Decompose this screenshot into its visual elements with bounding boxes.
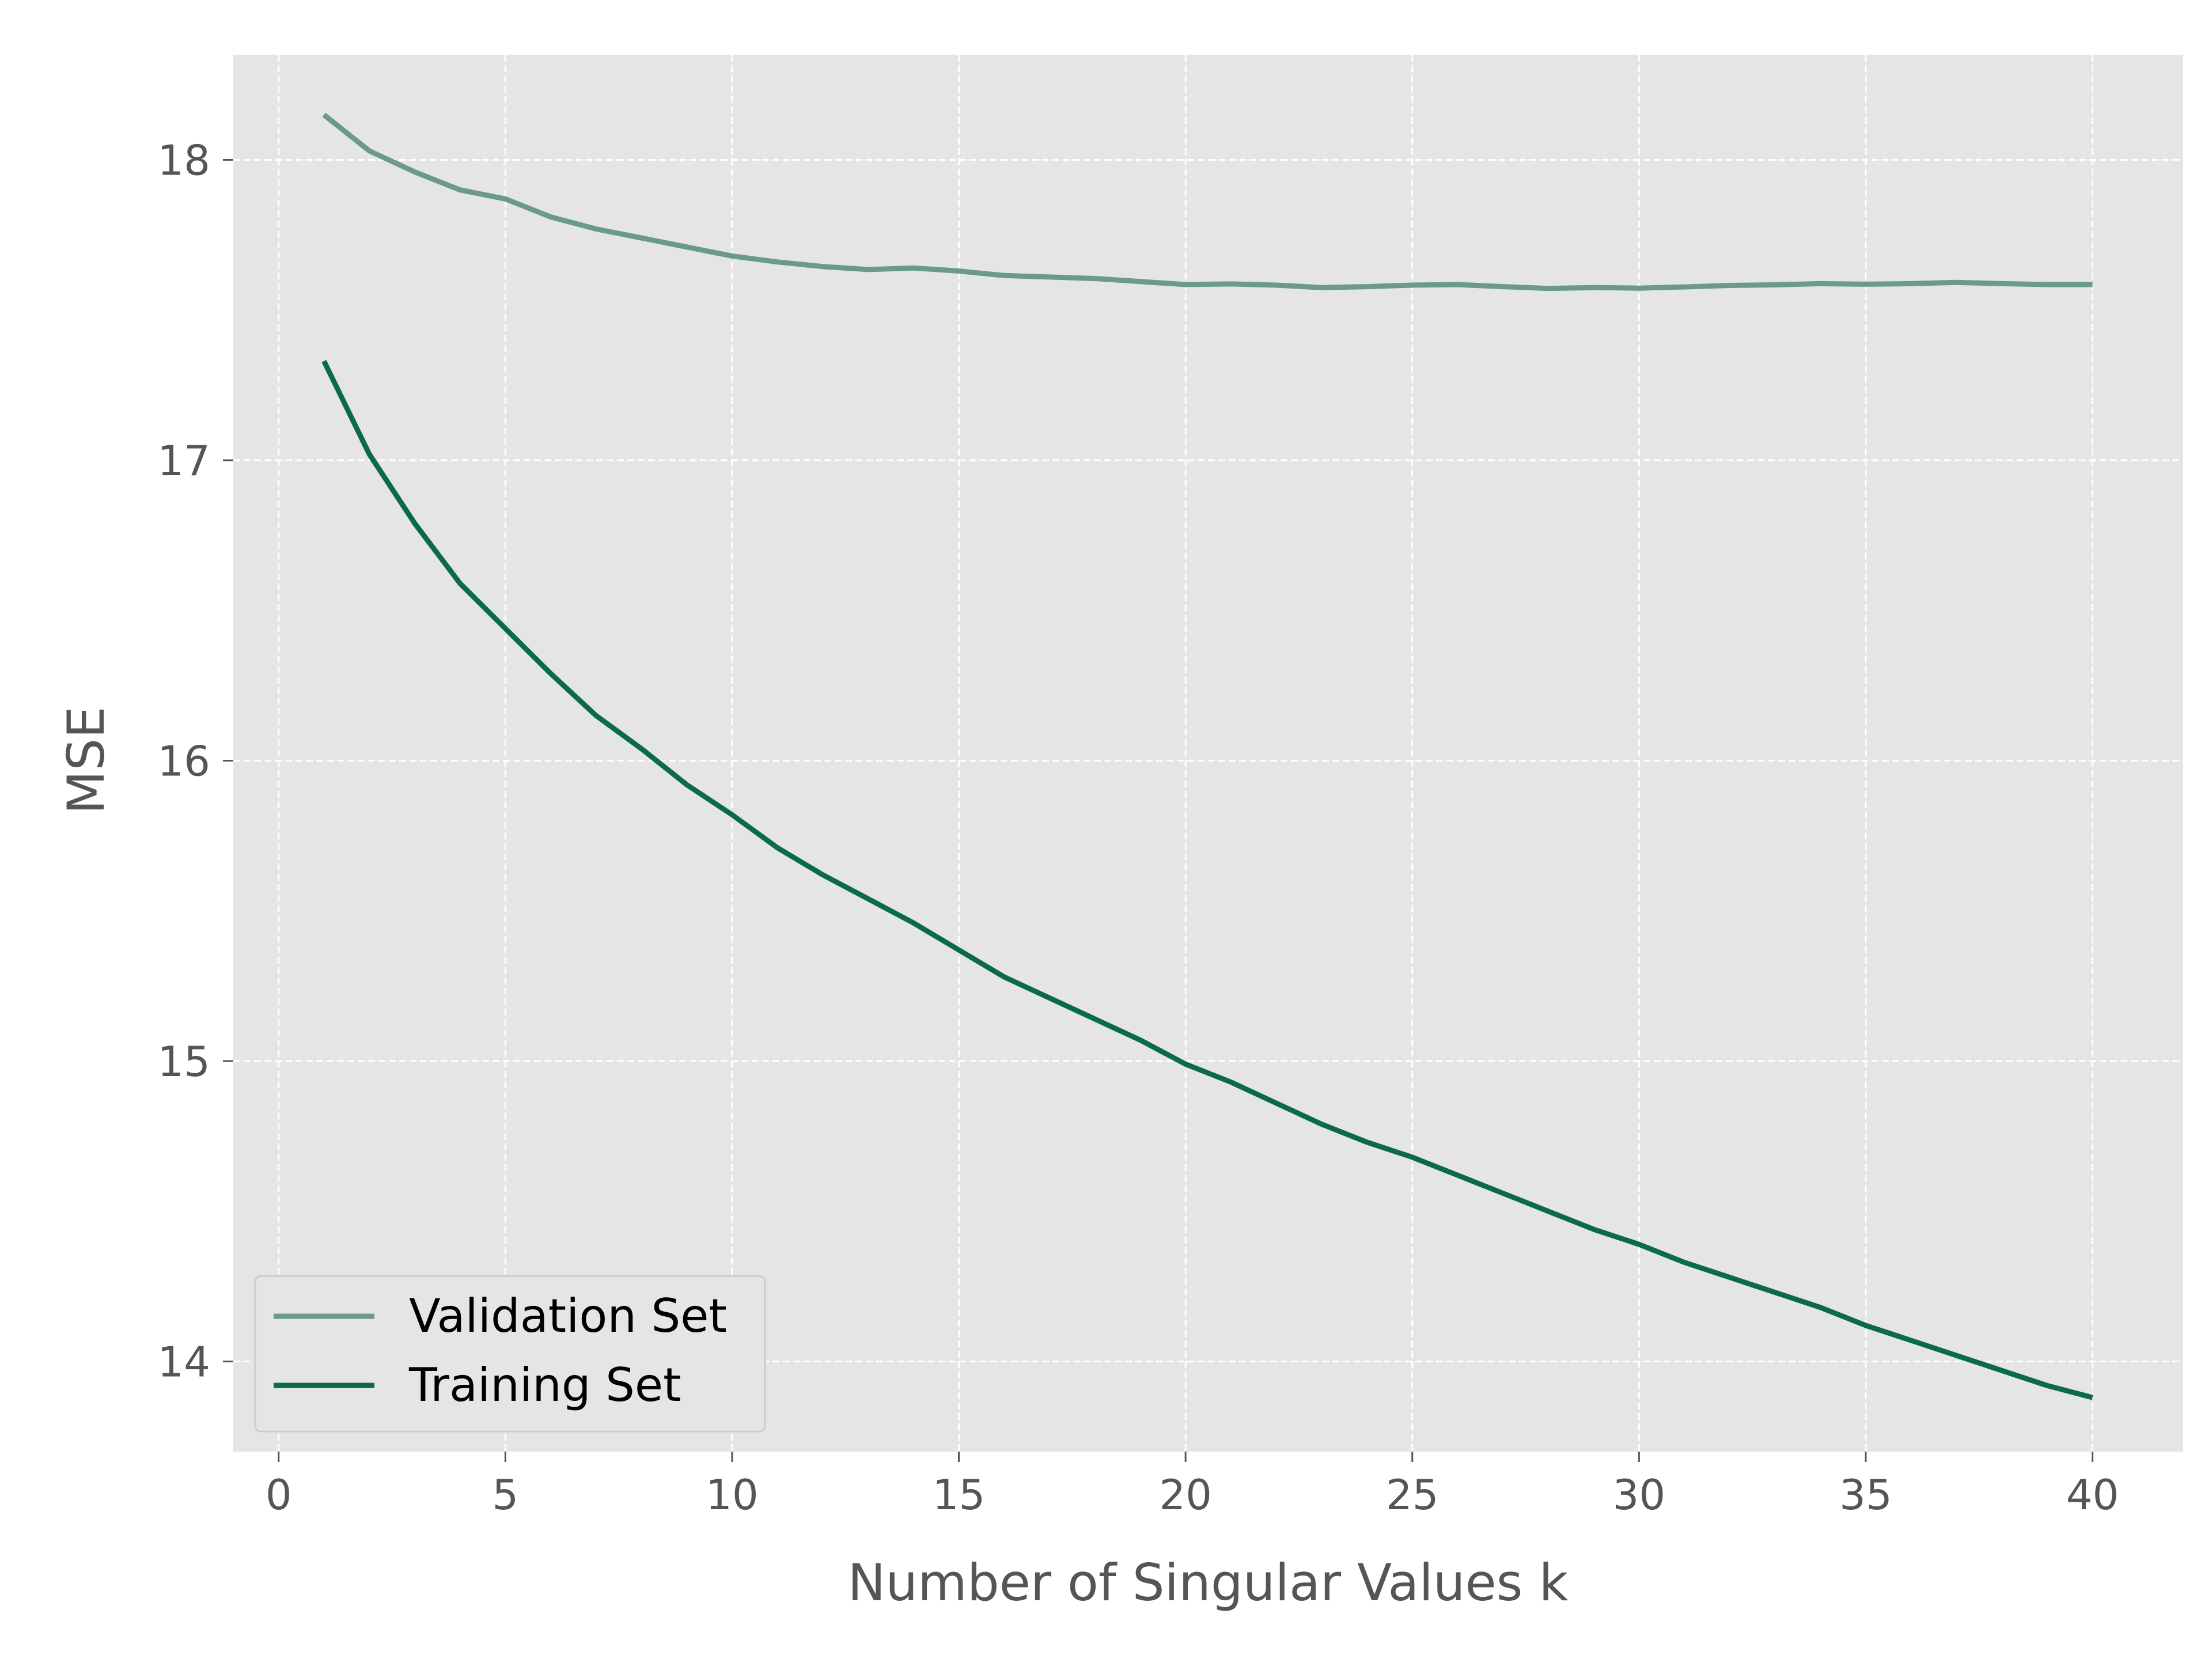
ticks: 0 5 10 15 20 25 30 35 40 14 15 16 17 18	[157, 137, 2119, 1519]
legend-label-training-set: Training Set	[408, 1358, 681, 1412]
x-tick-label: 40	[2066, 1471, 2119, 1519]
x-axis-title: Number of Singular Values k	[848, 1553, 1569, 1612]
y-tick-label: 14	[157, 1338, 210, 1387]
x-tick-label: 0	[266, 1471, 292, 1519]
series-line-training-set	[321, 359, 2093, 1400]
x-tick-label: 10	[706, 1471, 759, 1519]
series-layer	[321, 112, 2093, 1400]
x-tick-label: 15	[933, 1471, 986, 1519]
x-tick-label: 35	[1839, 1471, 1892, 1519]
series-line-validation-set	[322, 112, 2093, 291]
x-tick-label: 5	[492, 1471, 518, 1519]
x-tick-label: 20	[1159, 1471, 1212, 1519]
y-axis-title: MSE	[56, 706, 116, 814]
y-tick-label: 18	[157, 137, 210, 185]
y-tick-label: 15	[157, 1037, 210, 1086]
x-tick-label: 30	[1613, 1471, 1666, 1519]
y-tick-label: 17	[157, 437, 210, 485]
legend-label-validation-set: Validation Set	[409, 1289, 727, 1343]
plot-background	[233, 55, 2183, 1452]
x-tick-label: 25	[1386, 1471, 1439, 1519]
y-tick-label: 16	[157, 737, 210, 786]
legend: Validation Set Training Set	[254, 1275, 766, 1433]
legend-box	[254, 1275, 766, 1433]
